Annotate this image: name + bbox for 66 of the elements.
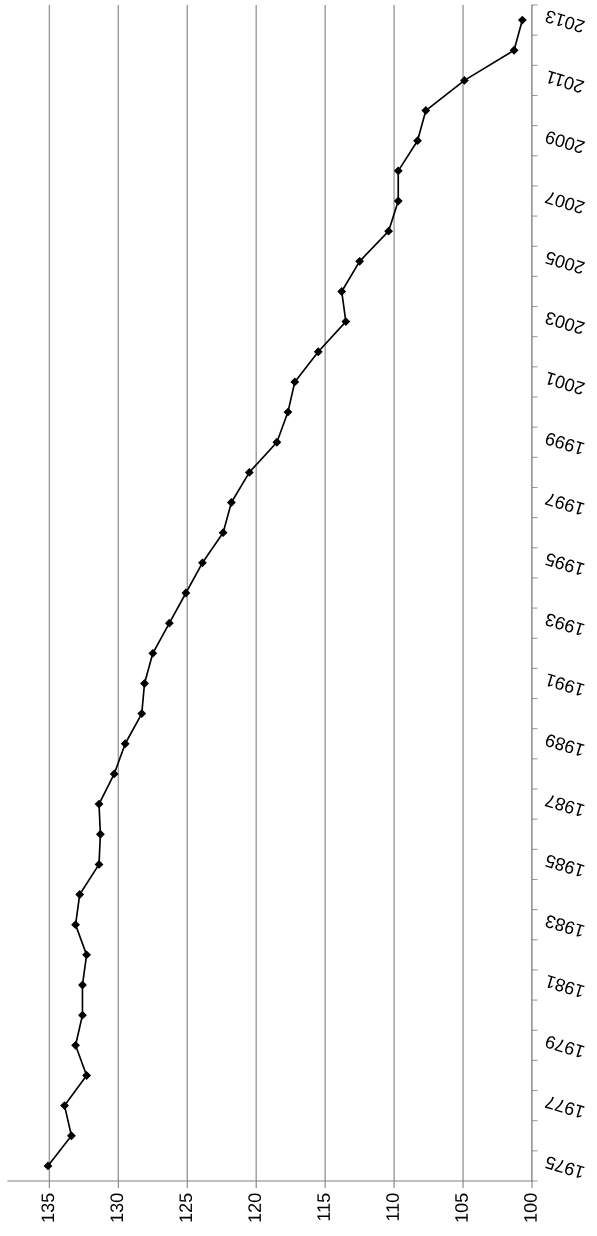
point [94, 860, 104, 869]
x-tick-label: 105 [455, 1193, 468, 1222]
point [314, 347, 323, 356]
point [341, 317, 350, 326]
y-tick-label: 1977 [544, 1095, 585, 1119]
x-tick-label: 110 [386, 1193, 399, 1221]
point [272, 438, 282, 447]
point [198, 558, 207, 567]
point [110, 769, 119, 779]
y-tick-label: 1985 [544, 854, 585, 878]
point [67, 1131, 76, 1140]
x-tick-label: 130 [110, 1193, 124, 1222]
point [137, 709, 146, 718]
point [227, 498, 236, 507]
point [121, 739, 130, 748]
point [148, 649, 157, 658]
point [355, 257, 364, 266]
y-tick-label: 1999 [544, 431, 585, 456]
point [78, 1011, 87, 1020]
point [384, 227, 393, 236]
point [283, 407, 293, 417]
y-tick-label: 1997 [544, 492, 585, 516]
point [421, 106, 430, 115]
point [413, 136, 422, 145]
y-tick-label: 2003 [544, 311, 586, 335]
y-tick-label: 1987 [544, 793, 585, 818]
point [82, 1071, 91, 1080]
point [94, 799, 104, 809]
y-tick-label: 2005 [544, 251, 586, 275]
point [518, 15, 527, 25]
x-tick-label: 125 [179, 1193, 193, 1222]
point [140, 679, 149, 688]
point [82, 950, 91, 959]
y-tick-label: 1991 [544, 673, 585, 697]
point [218, 528, 228, 537]
point [71, 920, 80, 929]
y-tick-label: 1979 [544, 1035, 585, 1059]
point [394, 196, 403, 206]
y-tick-label: 2013 [544, 9, 586, 34]
x-tick-label: 115 [317, 1193, 330, 1221]
point [181, 588, 191, 598]
y-tick-label: 1975 [544, 1155, 585, 1179]
y-tick-label: 2001 [544, 371, 586, 396]
point [245, 468, 254, 477]
point [509, 46, 519, 55]
point [337, 287, 346, 296]
point [43, 1161, 53, 1171]
point [165, 619, 174, 628]
point [96, 830, 105, 839]
x-tick-label: 120 [248, 1193, 262, 1222]
point [60, 1101, 69, 1110]
y-tick-label: 1993 [544, 612, 585, 637]
y-tick-label: 2007 [544, 190, 586, 215]
point [394, 166, 403, 175]
x-tick-label: 100 [524, 1193, 537, 1222]
point [290, 377, 299, 387]
y-tick-label: 1989 [544, 733, 585, 757]
y-tick-label: 2009 [544, 130, 586, 154]
point [460, 76, 469, 85]
y-tick-label: 1983 [544, 914, 585, 938]
point [75, 890, 84, 899]
y-tick-label: 1981 [544, 974, 585, 999]
point [71, 1041, 80, 1050]
y-tick-label: 2011 [545, 70, 585, 94]
y-tick-label: 1995 [544, 552, 585, 576]
x-tick-label: 135 [41, 1193, 55, 1222]
